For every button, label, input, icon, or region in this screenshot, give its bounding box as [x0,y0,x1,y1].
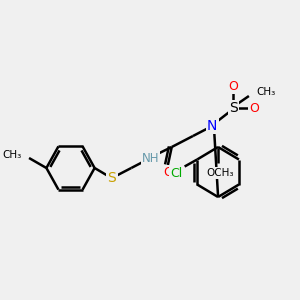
Text: CH₃: CH₃ [2,150,21,160]
Text: O: O [163,167,173,179]
Text: O: O [250,101,260,115]
Text: S: S [108,171,116,185]
Text: O: O [229,80,238,92]
Text: S: S [229,101,238,115]
Text: Cl: Cl [170,167,182,180]
Text: OCH₃: OCH₃ [206,168,234,178]
Text: NH: NH [142,152,159,164]
Text: N: N [207,119,217,133]
Text: CH₃: CH₃ [256,87,276,97]
